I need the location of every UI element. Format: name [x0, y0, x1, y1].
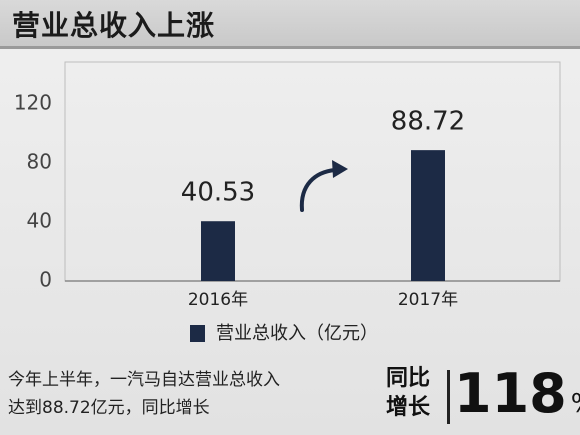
data-label: 88.72: [391, 107, 465, 137]
bar: [411, 150, 445, 281]
footer-text: 今年上半年，一汽马自达营业总收入 达到88.72亿元，同比增长: [8, 366, 280, 422]
growth: 118%: [454, 362, 580, 435]
y-tick-label: 80: [27, 150, 52, 174]
growth-label-line: 同比: [386, 366, 431, 391]
bar: [201, 221, 235, 281]
growth-unit: %: [571, 389, 580, 419]
x-tick-label: 2016年: [188, 290, 248, 310]
legend-label: 营业总收入（亿元）: [216, 323, 378, 344]
chart: 0 40 80 120 40.53 88.72 营业总收入（亿元） 2016年 2017年: [14, 61, 561, 344]
data-label: 40.53: [181, 178, 255, 208]
chart-title: 营业总收入上涨: [12, 9, 216, 42]
trend-arrow: [299, 168, 337, 212]
y-tick-label: 0: [39, 268, 52, 292]
title-bar: 营业总收入上涨: [0, 0, 580, 49]
separator: [447, 370, 450, 424]
growth-label: 同比 增长: [386, 364, 430, 422]
trend-arrow-head: [332, 160, 348, 178]
y-tick-label: 120: [14, 91, 52, 115]
footer-line: 今年上半年，一汽马自达营业总收入: [8, 370, 280, 390]
growth-value: 118: [454, 362, 567, 425]
y-tick-label: 40: [27, 209, 52, 233]
plot-frame: [64, 61, 561, 282]
footer-line: 达到88.72亿元，同比增长: [8, 398, 210, 418]
x-tick-label: 2017年: [398, 290, 458, 310]
growth-label-line: 增长: [386, 395, 431, 420]
legend-swatch: [190, 325, 205, 342]
